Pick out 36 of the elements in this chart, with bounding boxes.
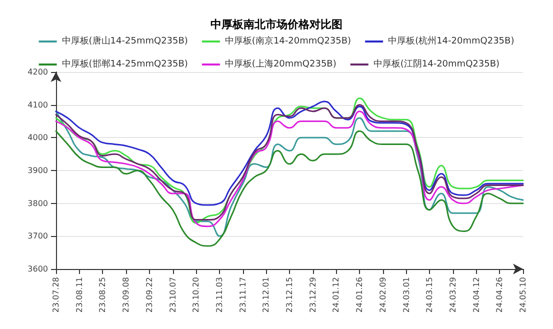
x-tick-label: 23.11.03 [214, 277, 224, 313]
x-tick-label: 23.08.11 [74, 277, 84, 313]
x-tick-label: 24.01.12 [332, 277, 341, 313]
x-tick-label: 23.12.01 [262, 277, 271, 313]
y-tick-label: 3600 [28, 264, 48, 274]
x-tick-label: 23.12.15 [285, 277, 294, 313]
x-tick-label: 23.09.22 [144, 277, 154, 313]
x-tick-label: 23.11.17 [238, 277, 248, 313]
x-tick-label: 24.03.01 [402, 277, 411, 313]
y-tick-label: 3800 [28, 198, 48, 208]
line-series [55, 130, 524, 247]
legend-label: 中厚板(杭州14-20mmQ235B) [388, 36, 514, 46]
chart-title: 中厚板南北市场价格对比图 [210, 18, 342, 31]
x-tick-label: 24.02.09 [378, 277, 388, 313]
x-tick-label: 23.08.25 [98, 277, 108, 313]
legend-label: 中厚板(南京14-20mmQ235B) [224, 36, 352, 46]
x-tick-label: 23.09.08 [122, 277, 131, 313]
y-tick-label: 4200 [28, 68, 48, 76]
y-tick-label: 3900 [28, 166, 48, 175]
x-tick-label: 23.10.20 [192, 277, 201, 313]
x-tick-label: 23.07.28 [52, 277, 60, 313]
x-tick-label: 24.04.12 [472, 277, 481, 313]
x-tick-label: 23.10.07 [168, 277, 178, 313]
legend-label: 中厚板(上海20mmQ235B) [224, 58, 336, 70]
legend-label: 中厚板(邯郸14-25mmQ235B) [62, 58, 188, 70]
y-tick-label: 4100 [28, 100, 48, 110]
x-tick-label: 23.12.29 [308, 277, 318, 313]
x-tick-label: 24.01.26 [355, 277, 364, 313]
y-tick-label: 3700 [28, 232, 48, 241]
x-tick-label: 24.04.26 [495, 277, 504, 313]
x-tick-label: 24.05.10 [518, 277, 528, 313]
x-tick-label: 24.03.15 [425, 277, 434, 313]
legend-label: 中厚板(江阴14-20mmQ235B) [373, 58, 500, 70]
y-tick-label: 4000 [28, 133, 48, 142]
legend-label: 中厚板(唐山14-25mmQ235B) [62, 36, 188, 46]
x-tick-label: 24.03.29 [448, 277, 458, 313]
